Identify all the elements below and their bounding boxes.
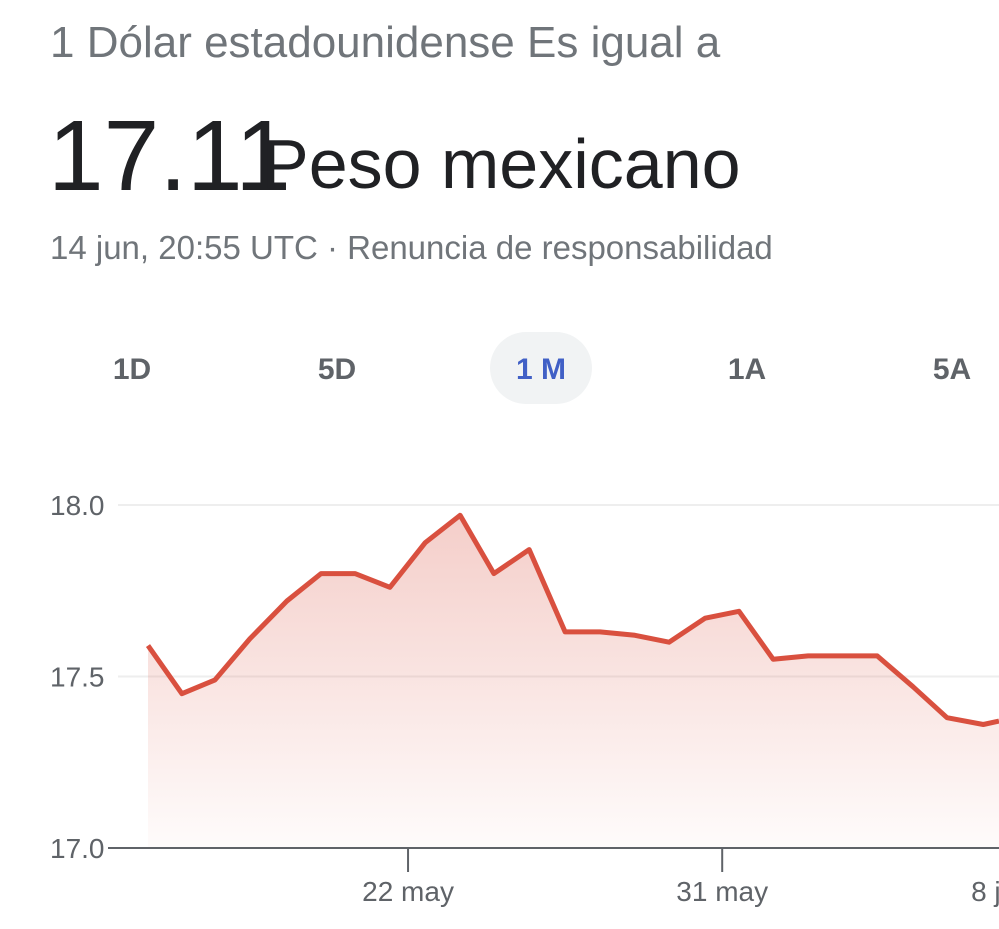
- tab[interactable]: 5A: [933, 353, 971, 386]
- rate: 17.11: [48, 100, 291, 212]
- tab[interactable]: 1A: [728, 353, 766, 386]
- y-tick-label: 17.0: [50, 833, 105, 864]
- x-tick-label: 8 jun: [971, 876, 999, 907]
- tab-highlight: [490, 332, 592, 404]
- title: 1 Dólar estadounidense Es igual a: [50, 18, 721, 67]
- currency: Peso mexicano: [262, 125, 741, 203]
- chart: 17.0 17.5 18.0 22 may 31 may 8 jun: [50, 490, 999, 907]
- tab[interactable]: 1 M: [516, 353, 566, 386]
- y-tick-label: 18.0: [50, 490, 105, 521]
- tab[interactable]: 5D: [318, 353, 356, 386]
- x-tick-label: 22 may: [362, 876, 454, 907]
- tab[interactable]: 1D: [113, 353, 151, 386]
- x-tick-label: 31 may: [676, 876, 768, 907]
- timestamp: 14 jun, 20:55 UTC · Renuncia de responsa…: [50, 229, 773, 266]
- area-fill: [148, 515, 999, 848]
- y-tick-label: 17.5: [50, 662, 105, 693]
- tab-bar: 1D 5D 1 M 1A 5A: [113, 332, 971, 404]
- price-line: [145, 512, 999, 727]
